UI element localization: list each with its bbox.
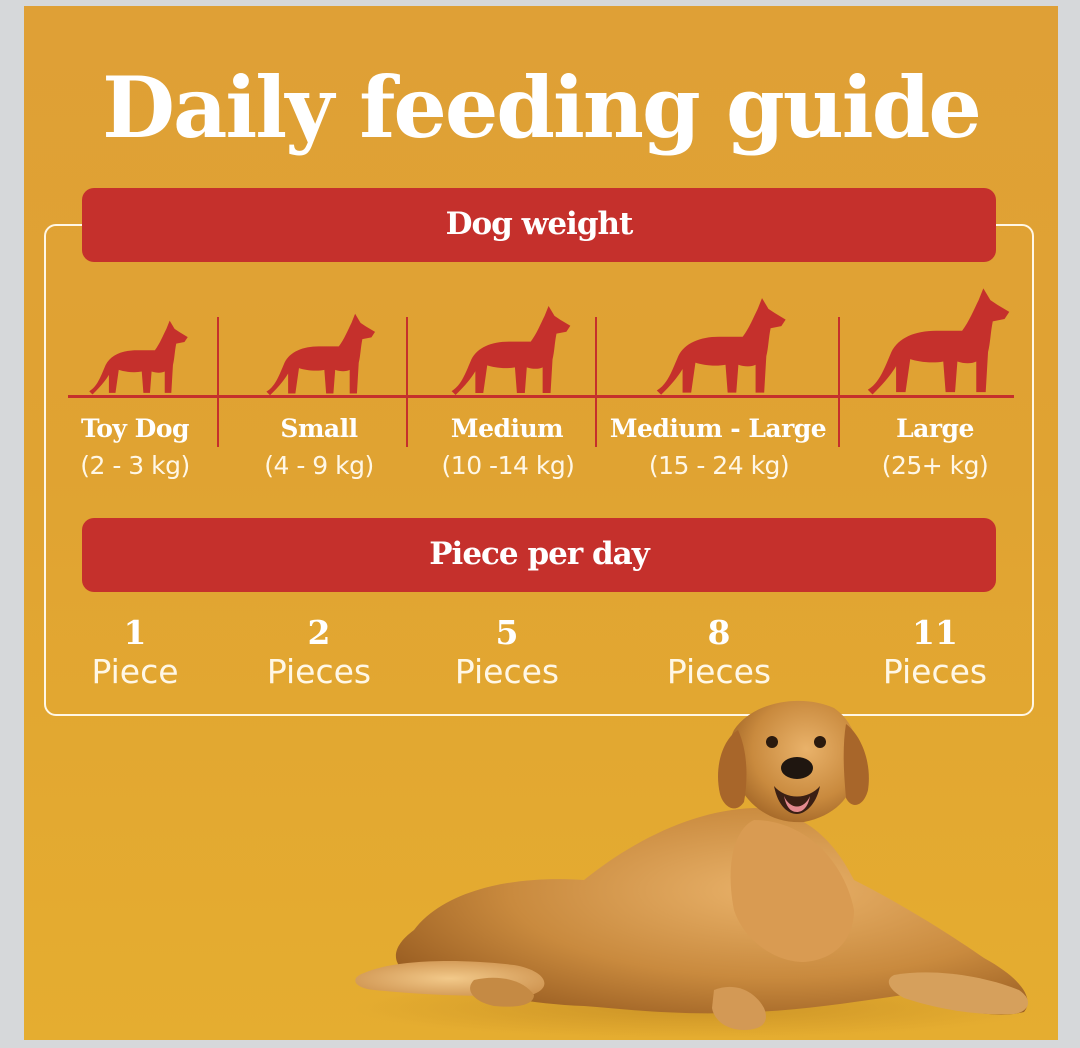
dog-silhouette-icon-medium-large bbox=[656, 298, 786, 395]
dog-weight-header: Dog weight bbox=[82, 188, 996, 262]
piece-unit-large: Pieces bbox=[882, 652, 988, 691]
piece-per-day-header: Piece per day bbox=[82, 518, 996, 592]
piece-unit-toy: Piece bbox=[91, 652, 179, 691]
size-label-medium: Medium bbox=[450, 414, 564, 443]
dog-silhouette-icon-large bbox=[867, 288, 1010, 395]
golden-retriever-photo bbox=[354, 700, 1034, 1038]
weight-range-toy: (2 - 3 kg) bbox=[80, 451, 190, 480]
column-divider bbox=[838, 317, 840, 447]
piece-count-small: 2 bbox=[307, 613, 331, 652]
piece-count-large: 11 bbox=[912, 613, 958, 652]
piece-unit-small: Pieces bbox=[266, 652, 372, 691]
dog-silhouette-icon-small bbox=[266, 313, 376, 396]
column-divider bbox=[217, 317, 219, 447]
piece-unit-medium-large: Pieces bbox=[666, 652, 772, 691]
piece-count-toy: 1 bbox=[123, 613, 147, 652]
column-divider bbox=[406, 317, 408, 447]
dog-silhouette-icon-medium bbox=[451, 305, 571, 396]
weight-range-medium: (10 -14 kg) bbox=[441, 451, 575, 480]
size-label-small: Small bbox=[280, 414, 358, 443]
size-label-toy: Toy Dog bbox=[81, 414, 189, 443]
column-divider bbox=[595, 317, 597, 447]
weight-range-medium-large: (15 - 24 kg) bbox=[648, 451, 790, 480]
feeding-guide-poster: Daily feeding guide Dog weight Toy Dog S… bbox=[24, 6, 1058, 1040]
piece-unit-medium: Pieces bbox=[454, 652, 560, 691]
piece-count-medium: 5 bbox=[495, 613, 519, 652]
silhouette-baseline bbox=[68, 395, 1014, 398]
weight-range-small: (4 - 9 kg) bbox=[264, 451, 374, 480]
size-label-medium-large: Medium - Large bbox=[609, 414, 827, 443]
dog-silhouette-icon-toy bbox=[89, 320, 188, 395]
page-title: Daily feeding guide bbox=[102, 58, 982, 157]
size-label-large: Large bbox=[896, 414, 974, 443]
weight-range-large: (25+ kg) bbox=[881, 451, 989, 480]
piece-count-medium-large: 8 bbox=[707, 613, 731, 652]
